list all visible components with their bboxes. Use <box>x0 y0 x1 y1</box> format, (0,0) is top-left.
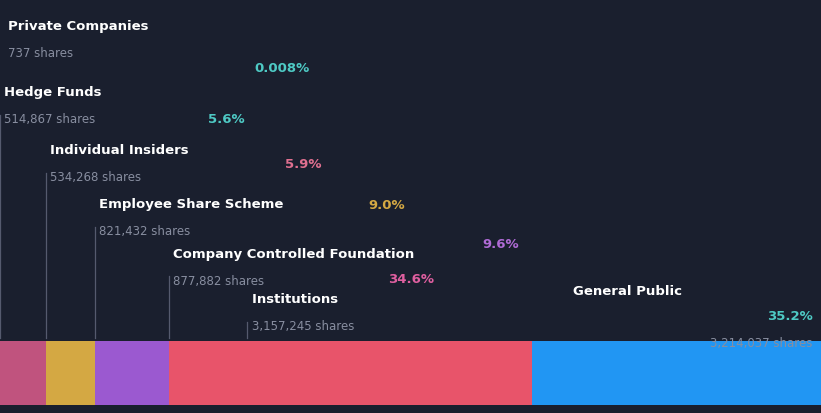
Bar <box>94 341 168 405</box>
Bar <box>168 341 247 405</box>
Bar <box>532 341 821 405</box>
Text: 3,157,245 shares: 3,157,245 shares <box>251 320 354 332</box>
Bar <box>46 341 94 405</box>
Text: Employee Share Scheme: Employee Share Scheme <box>99 198 287 211</box>
Text: 877,882 shares: 877,882 shares <box>172 274 264 287</box>
Text: 0.008%: 0.008% <box>255 62 310 75</box>
Text: General Public: General Public <box>573 285 687 298</box>
Bar <box>0 341 46 405</box>
Text: 34.6%: 34.6% <box>388 272 434 285</box>
Text: 3,214,037 shares: 3,214,037 shares <box>710 336 813 349</box>
Text: 9.0%: 9.0% <box>368 199 405 212</box>
Text: 821,432 shares: 821,432 shares <box>99 225 190 237</box>
Text: 35.2%: 35.2% <box>767 309 813 322</box>
Text: 9.6%: 9.6% <box>482 237 519 250</box>
Text: 5.6%: 5.6% <box>208 113 245 126</box>
Text: 737 shares: 737 shares <box>8 47 73 60</box>
Text: 514,867 shares: 514,867 shares <box>4 113 95 126</box>
Text: Individual Insiders: Individual Insiders <box>50 144 194 157</box>
Text: Institutions: Institutions <box>251 293 342 306</box>
Text: Private Companies: Private Companies <box>8 20 154 33</box>
Text: Hedge Funds: Hedge Funds <box>4 86 106 99</box>
Text: 5.9%: 5.9% <box>285 157 321 171</box>
Bar <box>247 341 532 405</box>
Text: Company Controlled Foundation: Company Controlled Foundation <box>172 247 419 260</box>
Text: 534,268 shares: 534,268 shares <box>50 171 141 184</box>
